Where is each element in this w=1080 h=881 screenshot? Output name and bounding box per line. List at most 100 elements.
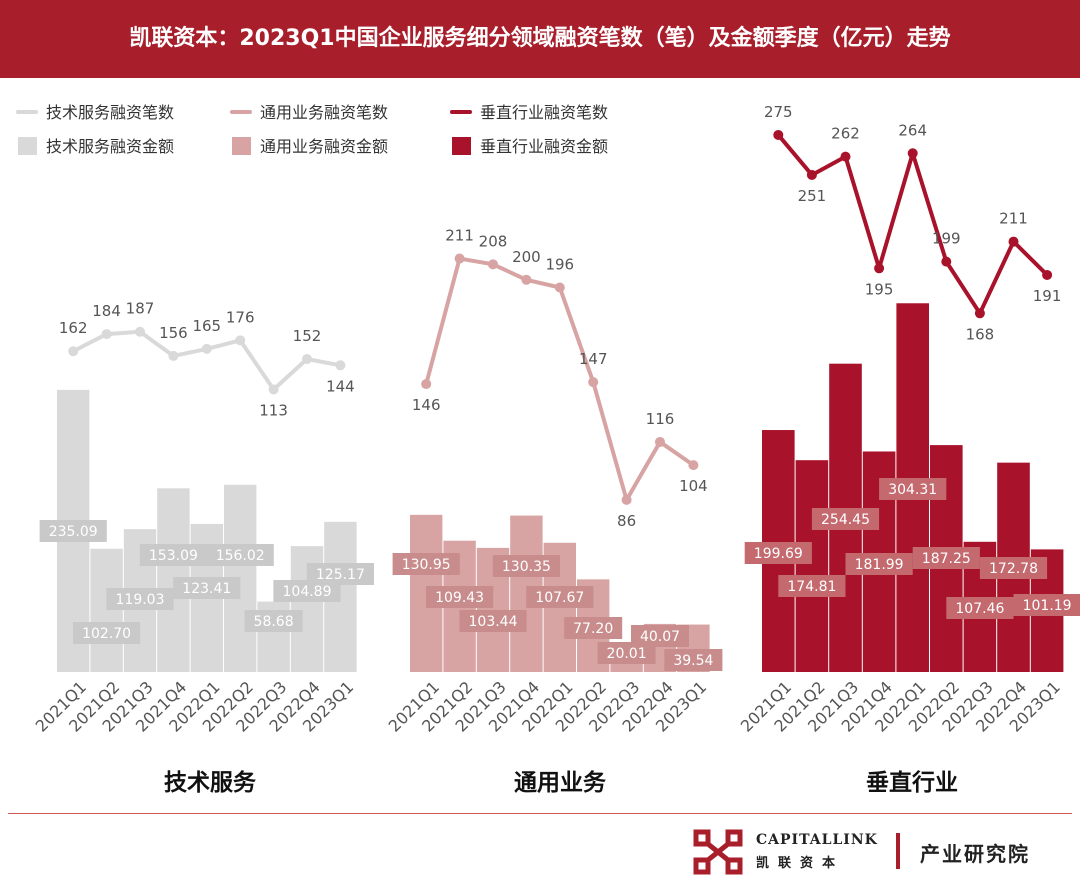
amount-label-box-2-5: [912, 547, 980, 569]
amount-label-0-5: 156.02: [216, 548, 265, 564]
panel-title-0: 技术服务: [164, 770, 257, 796]
footer-separator: [896, 833, 900, 869]
amount-label-box-1-6: [597, 642, 656, 664]
count-point-1-4: [554, 282, 565, 293]
count-label-0-4: 165: [192, 317, 221, 335]
count-label-1-2: 208: [479, 232, 508, 250]
amount-label-box-1-4: [526, 586, 594, 608]
count-line-1: [424, 256, 695, 502]
amount-label-2-5: 187.25: [922, 551, 971, 567]
legend-label-4: 通用业务融资金额: [260, 137, 388, 156]
legend-label-3: 技术服务融资金额: [46, 137, 174, 156]
amount-label-0-1: 102.70: [82, 626, 131, 642]
legend-box-swatch-5: [452, 137, 471, 155]
amount-label-0-2: 119.03: [116, 592, 165, 608]
count-point-2-0: [773, 129, 784, 140]
count-label-0-7: 152: [293, 327, 322, 345]
count-point-0-7: [302, 354, 312, 365]
count-label-2-6: 168: [966, 325, 995, 343]
amount-label-box-0-8: [306, 563, 374, 585]
count-point-1-6: [621, 494, 632, 505]
amount-label-box-1-0: [392, 553, 460, 575]
amount-label-2-8: 101.19: [1023, 598, 1072, 614]
title-banner: [0, 0, 1080, 78]
count-point-0-0: [68, 346, 79, 357]
amount-label-2-2: 254.45: [821, 512, 870, 528]
count-point-0-5: [235, 335, 246, 346]
amount-label-2-4: 304.31: [888, 482, 937, 498]
count-label-1-8: 104: [679, 477, 708, 495]
amount-label-0-3: 153.09: [149, 548, 198, 564]
amount-label-1-6: 20.01: [607, 646, 647, 662]
legend-label-0: 技术服务融资笔数: [46, 103, 174, 122]
count-point-1-0: [421, 379, 432, 390]
legend-label-5: 垂直行业融资金额: [480, 137, 608, 156]
amount-label-box-2-7: [979, 557, 1048, 579]
amount-label-2-7: 172.78: [989, 561, 1038, 577]
amount-label-0-8: 125.17: [316, 567, 365, 583]
count-point-0-4: [201, 343, 212, 354]
amount-label-1-4: 107.67: [535, 590, 584, 606]
count-point-2-5: [941, 256, 952, 267]
count-label-0-6: 113: [259, 401, 288, 419]
amount-label-1-7: 40.07: [640, 629, 680, 645]
legend-box-swatch-3: [18, 137, 37, 155]
count-point-1-2: [488, 259, 498, 270]
count-point-0-8: [335, 360, 346, 371]
amount-label-box-2-0: [744, 542, 812, 564]
amount-label-box-0-2: [106, 588, 174, 610]
amount-label-box-1-8: [664, 649, 723, 671]
capitallink-logo-icon: [693, 829, 743, 875]
count-label-2-0: 275: [764, 103, 793, 121]
panel-title-1: 通用业务: [514, 770, 607, 796]
amount-label-box-1-1: [426, 586, 494, 608]
count-point-2-3: [874, 263, 885, 274]
amount-label-box-2-3: [845, 553, 913, 575]
count-point-2-2: [840, 151, 851, 162]
count-label-0-2: 187: [126, 300, 155, 318]
amount-label-box-0-5: [206, 544, 274, 566]
footer-divider: [8, 813, 1072, 814]
panel-1: 130.95 109.43 103.44 130.35 107.67 77.20 20.01…: [385, 227, 723, 796]
amount-label-box-1-5: [564, 617, 623, 639]
count-point-2-1: [806, 169, 817, 180]
count-point-2-7: [1008, 236, 1019, 247]
amount-label-0-4: 123.41: [182, 581, 231, 597]
count-label-1-7: 116: [646, 410, 675, 428]
amount-label-1-3: 130.35: [502, 559, 551, 575]
count-point-1-7: [655, 436, 665, 447]
amount-label-2-3: 181.99: [855, 557, 904, 573]
amount-label-0-0: 235.09: [49, 524, 98, 540]
amount-label-1-2: 103.44: [469, 614, 518, 630]
amount-label-box-0-4: [173, 577, 241, 599]
institute-name: 产业研究院: [920, 842, 1030, 866]
legend-box-swatch-4: [232, 137, 251, 155]
count-label-2-7: 211: [999, 210, 1028, 228]
count-point-0-3: [168, 350, 179, 361]
amount-label-box-0-7: [273, 580, 341, 602]
count-label-2-5: 199: [932, 230, 961, 248]
brand-name-en: CAPITALLINK: [756, 832, 878, 848]
count-point-2-4: [907, 148, 918, 159]
count-label-1-4: 196: [545, 256, 574, 274]
amount-label-1-1: 109.43: [435, 590, 484, 606]
count-point-1-3: [521, 274, 532, 285]
amount-label-1-8: 39.54: [673, 653, 713, 669]
count-point-2-6: [974, 308, 985, 319]
amount-label-box-2-2: [811, 508, 880, 530]
bar-0-1: [90, 548, 123, 672]
panel-0: 235.09 102.70 119.03 153.09 123.41 156.02 58.6…: [32, 300, 374, 796]
count-point-2-8: [1042, 269, 1053, 280]
charts: 235.09 102.70 119.03 153.09 123.41 156.02 58.6…: [32, 103, 1080, 796]
amount-label-box-1-2: [459, 610, 527, 632]
count-label-1-3: 200: [512, 248, 541, 266]
amount-label-box-0-6: [244, 610, 303, 632]
amount-label-2-6: 107.46: [955, 601, 1004, 617]
count-point-0-6: [268, 384, 279, 395]
amount-label-box-0-1: [73, 622, 141, 644]
amount-label-1-5: 77.20: [573, 621, 613, 637]
count-label-0-8: 144: [326, 377, 355, 395]
panel-2: 199.69 174.81 254.45 181.99 304.31 187.25 107.…: [737, 103, 1080, 796]
